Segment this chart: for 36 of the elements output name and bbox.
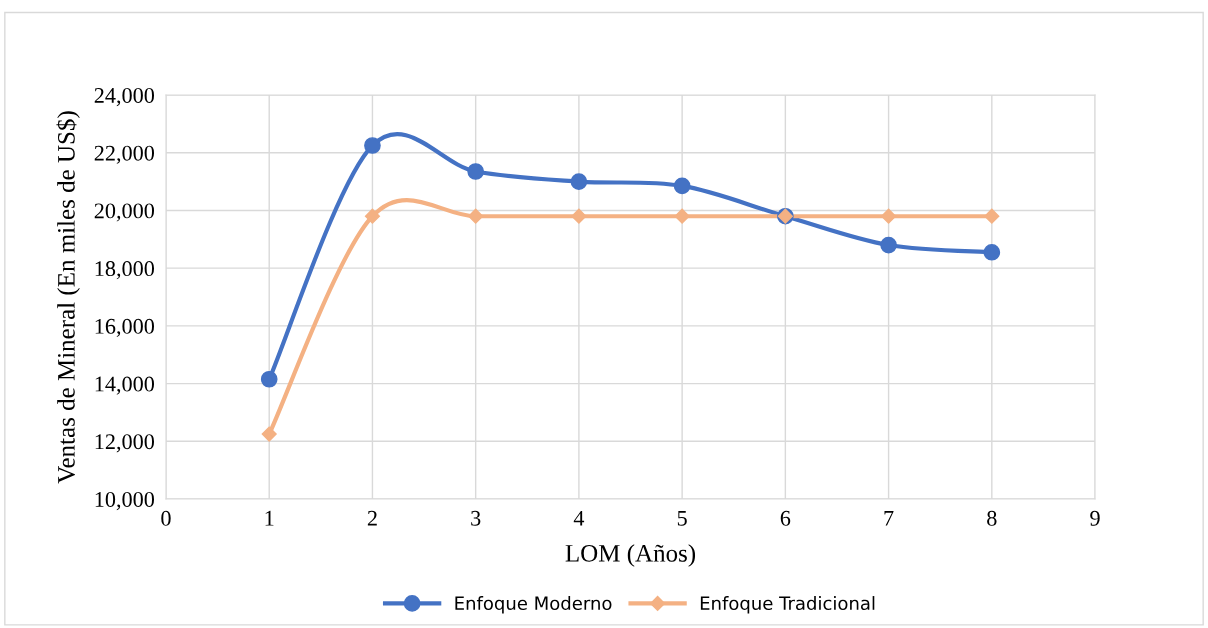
y-tick-label: 18,000: [95, 261, 155, 280]
y-tick-label: 20,000: [94, 203, 155, 222]
y-tick-label: 24,000: [94, 87, 155, 107]
y-tick-label: 16,000: [95, 318, 155, 337]
x-tick-label: 2: [367, 510, 377, 526]
x-tick-label: 4: [573, 510, 585, 526]
point: [674, 208, 690, 224]
point: [468, 208, 484, 224]
y-axis-title: Ventas de Mineral (En miles de US$): [56, 111, 80, 484]
point: [984, 208, 1000, 224]
point: [983, 243, 1001, 261]
x-tick-label: 7: [884, 510, 894, 526]
x-axis-title: LOM (Años): [565, 544, 696, 567]
x-tick-label: 5: [677, 510, 687, 526]
point: [881, 208, 897, 224]
y-tick-label: 14,000: [95, 376, 155, 395]
x-tick-label: 9: [1090, 510, 1100, 526]
y-tick-label: 12,000: [95, 434, 155, 453]
point: [261, 426, 277, 442]
legend-label: Enfoque Moderno: [455, 596, 612, 614]
point: [571, 208, 587, 224]
point: [260, 370, 278, 388]
x-tick-label: 1: [265, 510, 274, 526]
y-tick-label: 10,000: [95, 491, 155, 511]
point: [364, 208, 381, 224]
legend-label: Enfoque Tradicional: [700, 596, 875, 614]
point: [570, 173, 588, 190]
x-tick-label: 6: [780, 510, 791, 526]
x-tick-label: 8: [987, 510, 997, 526]
point: [673, 177, 691, 195]
point: [880, 236, 897, 254]
point: [467, 163, 485, 180]
x-tick-label: 0: [161, 510, 171, 526]
y-tick-label: 22,000: [94, 145, 155, 164]
x-tick-label: 3: [471, 510, 481, 526]
point: [364, 137, 381, 154]
